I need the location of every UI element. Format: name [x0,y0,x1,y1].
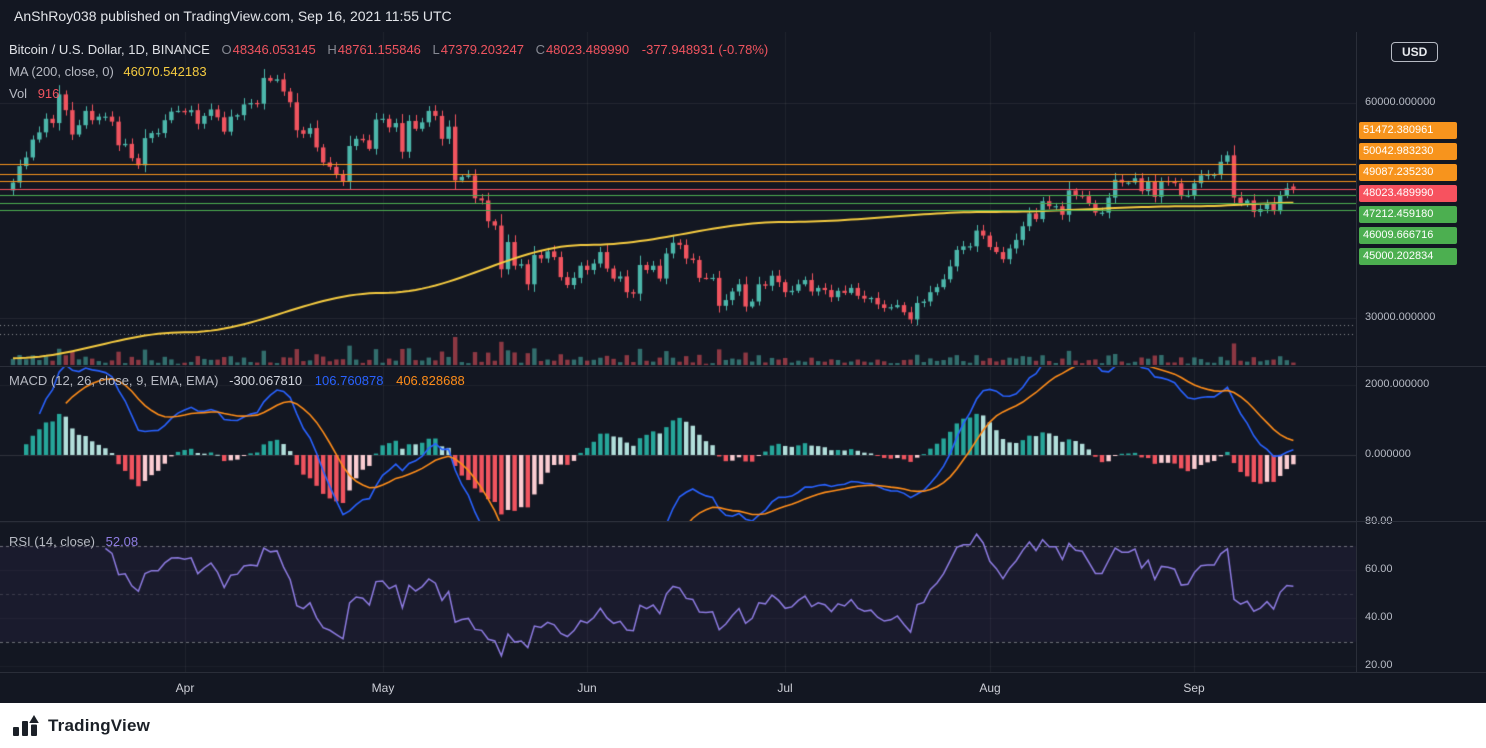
chart-canvas[interactable] [0,32,1356,672]
macd-axis-label: 0.000000 [1365,448,1411,460]
price-level-badge: 45000.202834 [1359,248,1457,265]
volume-value: 916 [37,86,60,101]
close-value: 48023.489990 [545,42,630,57]
price-axis-label: 30000.000000 [1365,311,1436,323]
currency-toggle-usd[interactable]: USD [1391,42,1439,62]
macd-hist-value: -300.067810 [229,373,303,388]
pane-divider-macd[interactable] [0,366,1486,367]
price-axis-label: 60000.000000 [1365,96,1436,108]
symbol-title[interactable]: Bitcoin / U.S. Dollar, 1D, BINANCE [9,42,210,57]
footer: TradingView [0,703,1486,748]
ma-value: 46070.542183 [123,64,207,79]
time-axis-label: Apr [175,681,195,695]
rsi-axis-label: 60.00 [1365,563,1393,575]
chart-area: Bitcoin / U.S. Dollar, 1D, BINANCE O4834… [0,32,1486,672]
time-axis[interactable]: Apr May Jun Jul Aug Sep [0,672,1486,703]
rsi-legend[interactable]: RSI (14, close) 52.08 [9,534,138,549]
publish-banner: AnShRoy038 published on TradingView.com,… [0,0,1486,32]
low-label: L [432,42,440,57]
publish-banner-text: AnShRoy038 published on TradingView.com,… [14,8,452,24]
rsi-axis-label: 40.00 [1365,611,1393,623]
high-value: 48761.155846 [337,42,421,57]
low-value: 47379.203247 [440,42,524,57]
price-level-badge: 51472.380961 [1359,122,1457,139]
symbol-legend[interactable]: Bitcoin / U.S. Dollar, 1D, BINANCE O4834… [9,42,768,57]
time-axis-label: Jul [777,681,793,695]
close-label: C [535,42,545,57]
rsi-label: RSI (14, close) [9,534,95,549]
time-axis-label: May [371,681,395,695]
macd-legend[interactable]: MACD (12, 26, close, 9, EMA, EMA) -300.0… [9,373,465,388]
rsi-value: 52.08 [105,534,139,549]
macd-axis-label: 2000.000000 [1365,378,1430,390]
last-price-badge: 48023.489990 [1359,185,1457,202]
volume-legend[interactable]: Vol 916 [9,86,59,101]
open-value: 48346.053145 [232,42,316,57]
pane-divider-rsi[interactable] [0,521,1486,522]
rsi-axis-label: 20.00 [1365,659,1393,671]
tradingview-logo-icon [13,715,39,736]
change-value: -377.948931 (-0.78%) [641,42,769,57]
price-level-badge: 47212.459180 [1359,206,1457,223]
tradingview-wordmark: TradingView [48,715,151,735]
price-level-badge: 46009.666716 [1359,227,1457,244]
tradingview-logo[interactable]: TradingView [13,715,150,736]
open-label: O [221,42,232,57]
ma-label: MA (200, close, 0) [9,64,114,79]
price-level-badge: 49087.235230 [1359,164,1457,181]
time-axis-label: Sep [1183,681,1205,695]
ma-legend[interactable]: MA (200, close, 0) 46070.542183 [9,64,207,79]
macd-line-value: 106.760878 [314,373,384,388]
price-axis[interactable]: USD 60000.000000 30000.000000 2000.000000 0… [1356,32,1486,672]
macd-signal-value: 406.828688 [396,373,465,388]
high-label: H [327,42,337,57]
time-axis-label: Aug [979,681,1001,695]
time-axis-label: Jun [577,681,597,695]
volume-label: Vol [9,86,28,101]
price-level-badge: 50042.983230 [1359,143,1457,160]
macd-label: MACD (12, 26, close, 9, EMA, EMA) [9,373,219,388]
